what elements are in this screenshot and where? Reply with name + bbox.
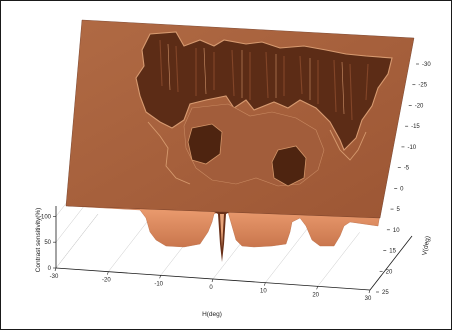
y-tick-label: -5	[404, 166, 410, 172]
surface-pit-right	[271, 145, 307, 187]
x-tick-mark	[368, 289, 371, 294]
y-tick-label: 10	[393, 228, 400, 234]
y-tick-label: -25	[418, 83, 427, 89]
x-tick-mark	[54, 267, 57, 272]
x-tick-label: -30	[50, 274, 59, 280]
y-tick-label: -15	[411, 124, 420, 130]
x-tick-label: -10	[154, 281, 163, 287]
grid-line-x	[108, 217, 151, 272]
y-tick-label: 15	[389, 249, 396, 255]
surface-central-dip-light	[220, 214, 224, 248]
x-tick-mark	[316, 286, 318, 290]
surface-hole	[135, 31, 393, 151]
z-axis-label: Contrast sensitivity(%)	[35, 208, 42, 273]
z-tick-label: 50	[44, 240, 51, 246]
x-tick-label: 30	[365, 296, 372, 302]
x-tick-label: 20	[312, 292, 319, 298]
sensitivity-surface	[65, 19, 415, 262]
grid-line-x	[317, 232, 360, 287]
z-tick-label: 100	[41, 214, 52, 220]
x-tick-mark	[159, 275, 161, 279]
y-tick-label: -10	[407, 145, 416, 151]
x-tick-label: 0	[209, 285, 213, 291]
x-tick-mark	[264, 282, 266, 286]
surface-pit-left	[187, 123, 223, 165]
z-tick-label: 0	[48, 266, 52, 272]
x-tick-label: -20	[102, 278, 111, 284]
x-tick-label: 10	[260, 289, 267, 295]
y-axis-ticks: 25 20 15 10 5 0 -5 -10 -15 -20 -25 -30	[376, 62, 431, 296]
z-axis-ticks: 0 50 100	[41, 214, 56, 272]
y-tick-label: 0	[400, 186, 404, 192]
x-tick-mark	[107, 271, 109, 275]
y-tick-label: -30	[422, 62, 431, 68]
surface-pit-rim-right	[329, 129, 367, 161]
surface-highlights	[167, 43, 345, 115]
y-axis-label: V(deg)	[421, 236, 431, 256]
x-tick-mark	[211, 278, 214, 283]
y-axis-line	[369, 235, 413, 291]
y-tick-label: 20	[386, 269, 393, 275]
grid-line-z	[55, 213, 99, 269]
y-tick-label: -20	[415, 103, 424, 109]
grid-line-x	[265, 228, 308, 283]
surface-pit-rim-left	[147, 121, 191, 185]
x-axis-ticks: -30 -20 -10 0 10 20 30	[50, 267, 372, 302]
y-tick-label: 5	[397, 207, 401, 213]
x-axis-label: H(deg)	[202, 311, 222, 318]
y-tick-label: 25	[382, 290, 389, 296]
surface-striations	[159, 39, 369, 121]
